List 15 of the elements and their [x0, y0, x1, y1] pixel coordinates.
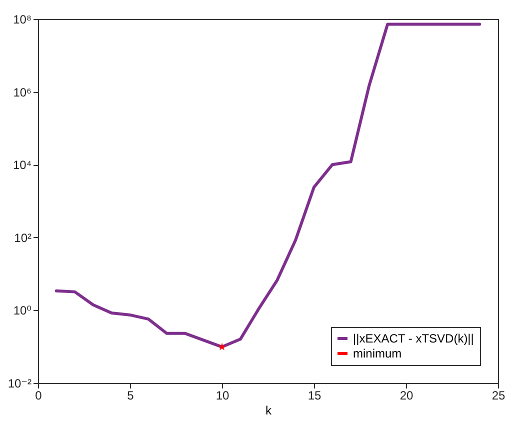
x-tick-label: 15 [308, 388, 322, 402]
y-tick-label: 10⁴ [12, 158, 32, 172]
y-tick-label: 10⁸ [13, 12, 32, 26]
y-tick-label: 10⁰ [13, 304, 32, 318]
legend-label: ||xEXACT - xTSVD(k)|| [353, 332, 474, 346]
x-tick-label: 25 [492, 388, 506, 402]
y-tick-label: 10⁻² [8, 376, 32, 390]
y-tick-label: 10² [14, 230, 32, 245]
x-tick-label: 20 [400, 388, 414, 402]
y-tick-label: 10⁶ [13, 85, 32, 100]
x-axis-title: k [266, 404, 272, 418]
x-tick-label: 10 [216, 388, 230, 402]
legend-label: minimum [353, 346, 402, 360]
x-tick-label: 5 [127, 388, 134, 402]
x-tick-label: 0 [35, 388, 42, 402]
